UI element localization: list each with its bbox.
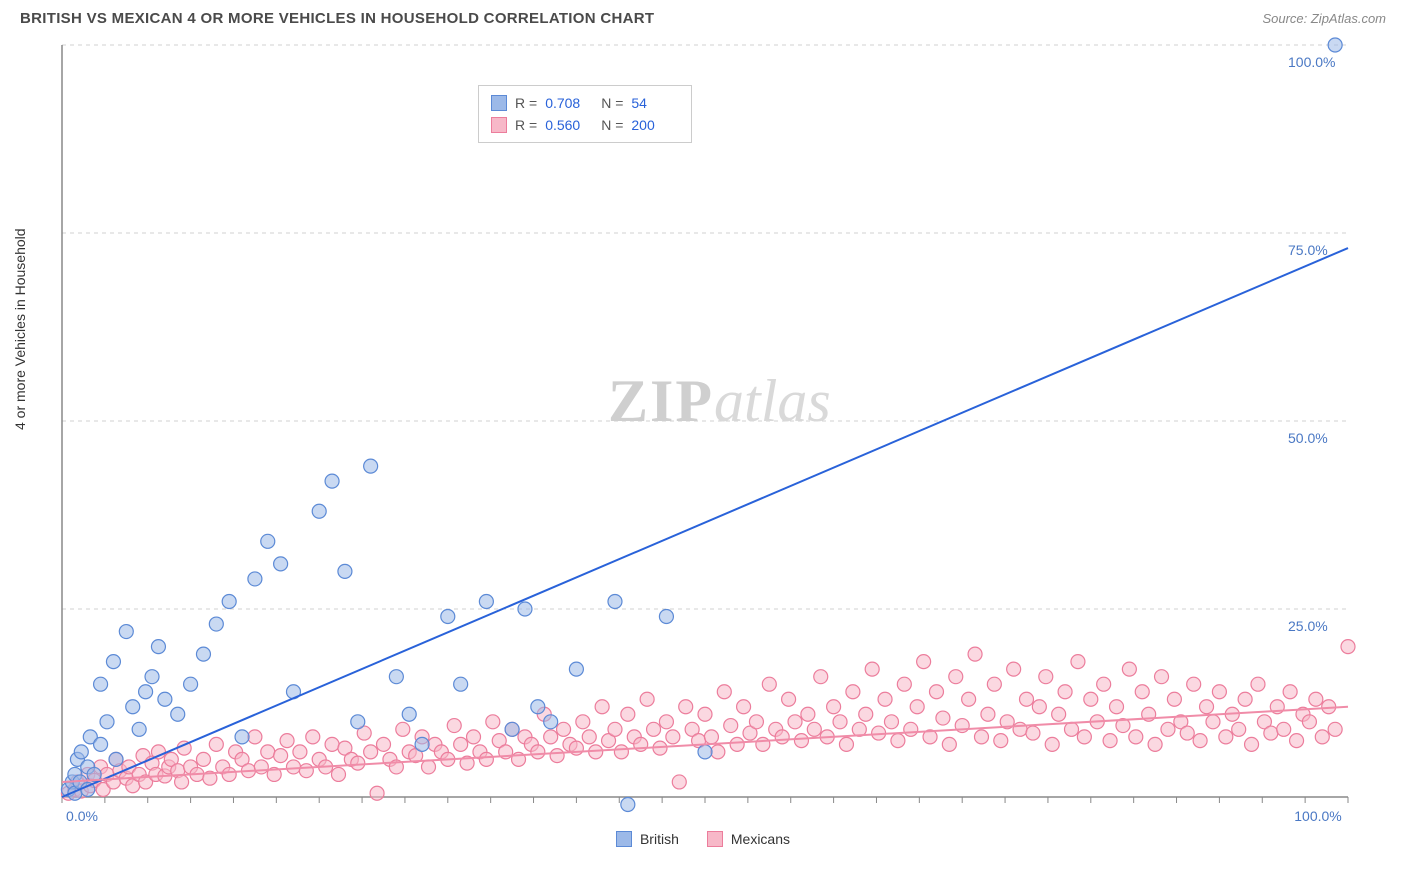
svg-text:25.0%: 25.0% (1288, 618, 1328, 634)
chart-container: ZIPatlas 25.0%50.0%75.0%100.0%0.0%100.0%… (48, 37, 1406, 827)
source-attribution: Source: ZipAtlas.com (1262, 11, 1386, 26)
stats-row-mexicans: R = 0.560 N = 200 (491, 114, 679, 136)
chart-header: BRITISH VS MEXICAN 4 OR MORE VEHICLES IN… (0, 0, 1406, 33)
svg-text:100.0%: 100.0% (1294, 808, 1341, 824)
n-value-mexicans: 200 (631, 114, 679, 136)
legend-label-mexicans: Mexicans (731, 831, 790, 847)
legend-label-british: British (640, 831, 679, 847)
legend-item-mexicans: Mexicans (707, 831, 790, 847)
legend-swatch-british (616, 831, 632, 847)
r-value-british: 0.708 (545, 92, 593, 114)
stats-row-british: R = 0.708 N = 54 (491, 92, 679, 114)
correlation-stats-box: R = 0.708 N = 54 R = 0.560 N = 200 (478, 85, 692, 143)
legend-swatch-mexicans (707, 831, 723, 847)
legend-item-british: British (616, 831, 679, 847)
svg-text:50.0%: 50.0% (1288, 430, 1328, 446)
swatch-mexicans (491, 117, 507, 133)
chart-title: BRITISH VS MEXICAN 4 OR MORE VEHICLES IN… (20, 10, 654, 27)
svg-text:0.0%: 0.0% (66, 808, 98, 824)
n-value-british: 54 (631, 92, 679, 114)
y-axis-label: 4 or more Vehicles in Household (12, 228, 28, 430)
swatch-british (491, 95, 507, 111)
svg-text:75.0%: 75.0% (1288, 242, 1328, 258)
bottom-legend: British Mexicans (0, 831, 1406, 847)
scatter-plot: 25.0% 50.0% 75.0% 100.0% 0.0% 100.0% (48, 37, 1358, 827)
svg-text:100.0%: 100.0% (1288, 54, 1335, 70)
r-value-mexicans: 0.560 (545, 114, 593, 136)
